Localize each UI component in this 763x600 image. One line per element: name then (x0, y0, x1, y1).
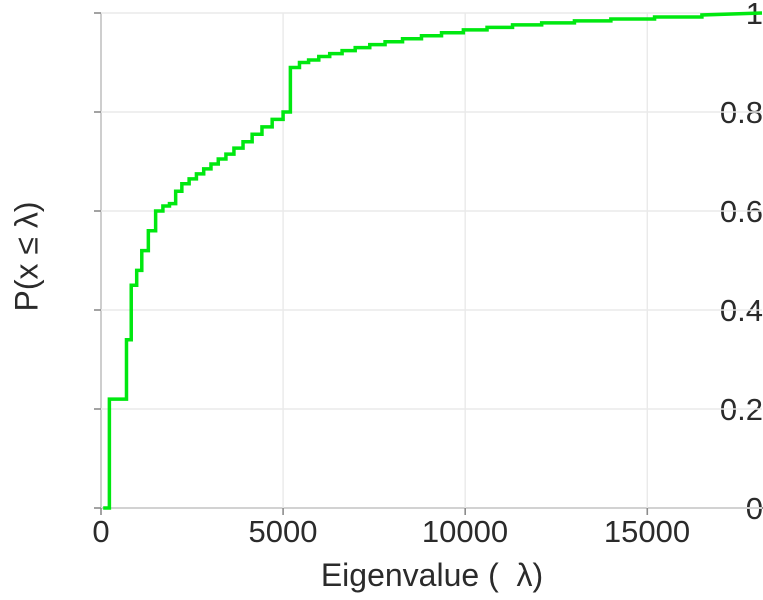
grid-lines (100, 12, 762, 509)
tick-marks (94, 12, 649, 515)
y-axis-title: P(x ≤ λ) (8, 201, 45, 312)
chart-svg (94, 11, 763, 515)
ecdf-curve (103, 11, 763, 510)
xtick-label-15000: 15000 (603, 514, 691, 549)
xtick-label-5000: 5000 (248, 514, 318, 549)
plot-area (94, 11, 763, 515)
x-axis-title: Eigenvalue ( λ) (320, 557, 544, 593)
xtick-label-10000: 10000 (421, 514, 509, 549)
xtick-label-0: 0 (92, 514, 110, 549)
